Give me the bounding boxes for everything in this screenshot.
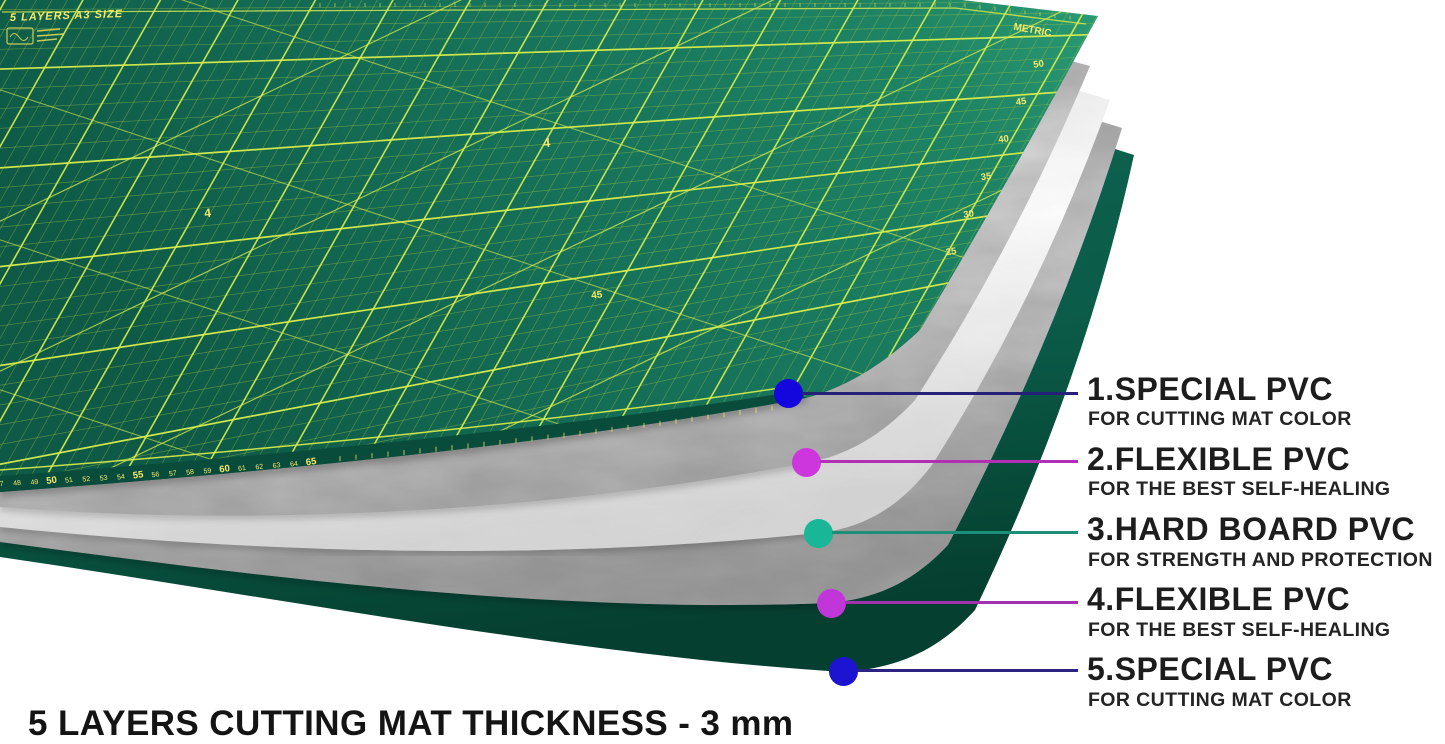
mat-surface-number: 4: [204, 206, 212, 221]
right-ruler-number: 30: [963, 208, 975, 220]
layer-5-subtitle: FOR CUTTING MAT COLOR: [1088, 689, 1352, 711]
layer-1-mat: 47 48 49 50 51 52 53 54 55 56 57 58 59 60 61 62 63 64 65 M…: [0, 0, 1098, 492]
bottom-ruler-number: 62: [255, 463, 264, 471]
bottom-ruler-number: 55: [132, 469, 145, 481]
bottom-ruler-number: 53: [99, 475, 108, 483]
svg-text:5 LAYERS A3 SIZE: 5 LAYERS A3 SIZE: [10, 8, 124, 24]
layer-2-dot: [792, 448, 821, 477]
bottom-ruler-number: 61: [238, 465, 247, 473]
mat-surface-labels: 4 4 45: [204, 135, 604, 302]
mat-bottom-ruler: 47 48 49 50 51 52 53 54 55 56 57 58 59 60 61 62 63 64 65: [0, 3, 1071, 489]
mat-edge-strip: [0, 391, 806, 492]
mat-surface-number: 4: [542, 135, 551, 151]
layer-3-leader-line: [832, 531, 1078, 534]
bottom-ruler-number: 57: [169, 470, 178, 478]
layer-3-dot: [804, 519, 833, 548]
bottom-ruler-number: 47: [0, 480, 4, 488]
layer-4-leader-line: [845, 601, 1078, 604]
bottom-ruler-number: 60: [219, 463, 231, 475]
layer-3-title: 3.HARD BOARD PVC: [1087, 511, 1416, 547]
right-ruler-number: 45: [1015, 96, 1028, 108]
layer-2-leader-line: [820, 460, 1078, 463]
mat-surface: [0, 0, 1098, 492]
layer-2-subtitle: FOR THE BEST SELF-HEALING: [1088, 478, 1391, 500]
mat-border-line-bottom: [0, 385, 794, 471]
layer-1-subtitle: FOR CUTTING MAT COLOR: [1088, 408, 1352, 430]
layer-1-leader-line: [802, 392, 1078, 395]
layer-1-dot: [774, 379, 803, 408]
bottom-ruler-number: 65: [305, 456, 318, 468]
mat-border-line-top: [1, 7, 1087, 25]
bottom-ruler-number: 63: [272, 462, 281, 470]
bottom-ruler-number: 52: [82, 476, 91, 484]
layer-4-dot: [817, 589, 846, 618]
layer-3-subtitle: FOR STRENGTH AND PROTECTION: [1088, 549, 1433, 571]
bottom-ruler-number: 54: [117, 474, 126, 482]
mat-corner-label: 5 LAYERS A3 SIZE: [10, 8, 124, 24]
right-ruler-number: 50: [1033, 58, 1045, 70]
layer-1-title: 1.SPECIAL PVC: [1087, 371, 1333, 407]
layer-5-dot: [829, 657, 858, 686]
bottom-ruler-number: 50: [46, 475, 58, 487]
layer-4-title: 4.FLEXIBLE PVC: [1087, 581, 1351, 617]
mat-surface-number: 45: [591, 290, 603, 302]
layer-2-title: 2.FLEXIBLE PVC: [1087, 441, 1351, 477]
bottom-ruler-number: 64: [290, 461, 299, 469]
bottom-caption: 5 LAYERS CUTTING MAT THICKNESS - 3 mm: [28, 704, 794, 743]
bottom-ruler-number: 58: [186, 469, 195, 477]
bottom-ruler-number: 51: [65, 477, 74, 485]
bottom-ruler-number: 59: [203, 468, 212, 476]
bottom-ruler-number: 48: [13, 480, 22, 488]
layer-5-title: 5.SPECIAL PVC: [1087, 651, 1333, 687]
bottom-ruler-number: 49: [30, 479, 39, 487]
right-ruler-number: 25: [945, 246, 958, 258]
layer-5-leader-line: [857, 669, 1078, 672]
right-ruler-number: 35: [980, 171, 993, 183]
bottom-ruler-number: 56: [151, 471, 160, 479]
corner-logo-icon: [6, 27, 65, 45]
right-ruler-number: 40: [998, 133, 1010, 145]
layer-4-subtitle: FOR THE BEST SELF-HEALING: [1088, 619, 1391, 641]
